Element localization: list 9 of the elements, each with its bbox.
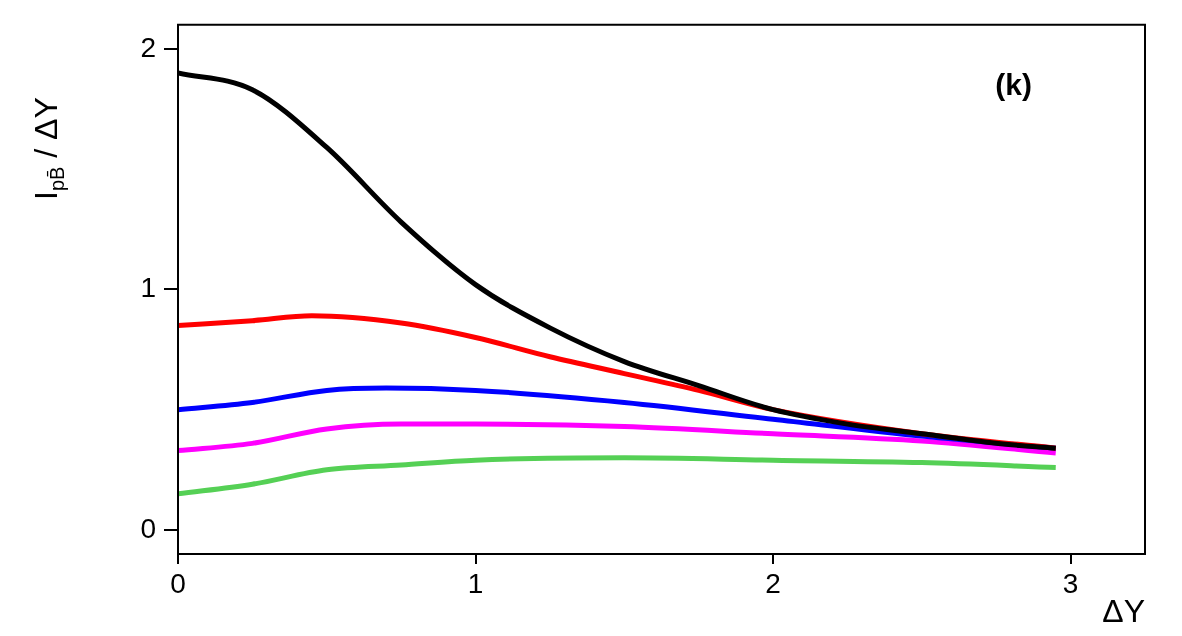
y-tick-label: 1 xyxy=(140,272,156,304)
y-tick-label: 0 xyxy=(140,512,156,544)
x-tick-label: 2 xyxy=(765,567,781,599)
x-axis-title: ΔY xyxy=(1102,592,1145,629)
y-tick-label: 2 xyxy=(140,31,156,63)
annotation: (k) xyxy=(995,68,1032,102)
x-tick-label: 1 xyxy=(467,567,484,599)
x-tick-label: 3 xyxy=(1062,567,1079,599)
x-tick-label: 0 xyxy=(170,567,186,599)
